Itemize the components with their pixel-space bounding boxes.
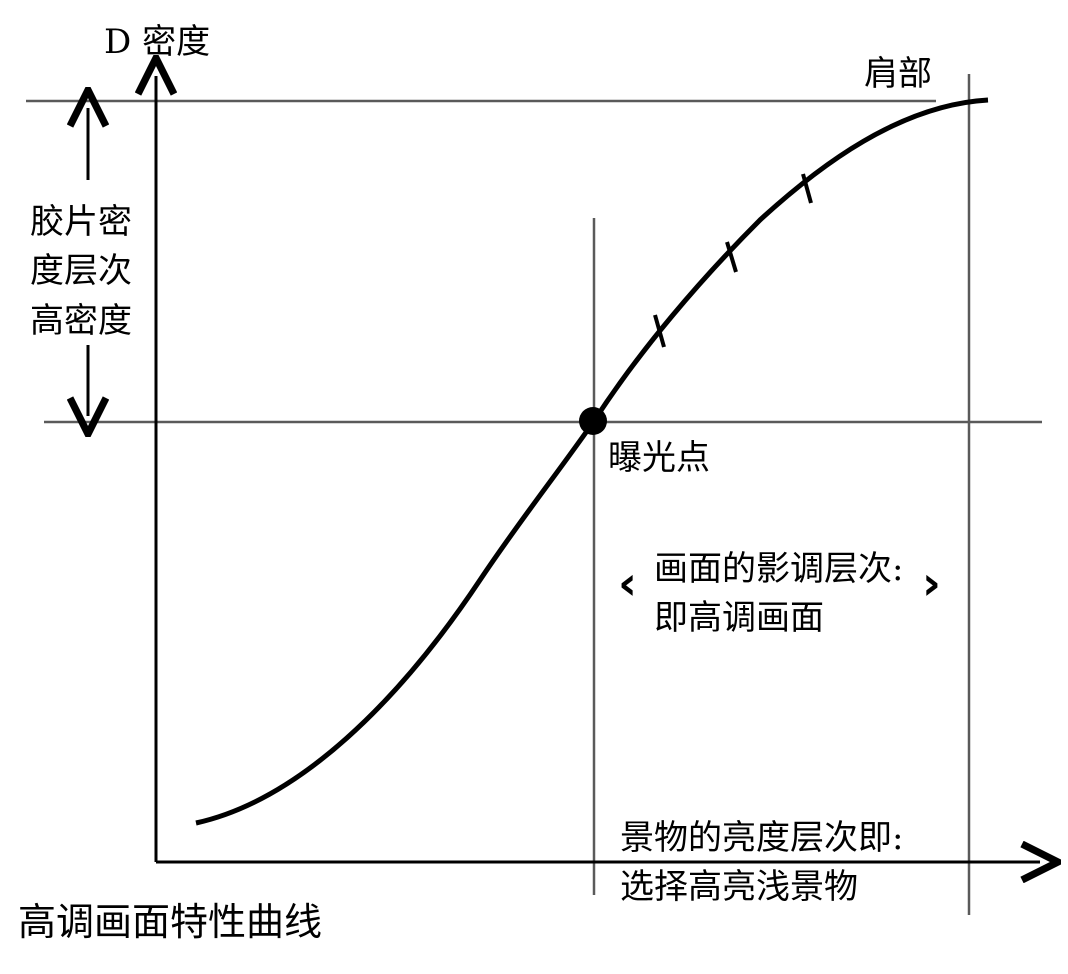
figure-caption: 高调画面特性曲线 [18, 900, 323, 944]
film-density-label: 胶片密 度层次 高密度 [30, 198, 132, 346]
tone-range-label: 画面的影调层次: 即高调画面 [654, 545, 903, 644]
scene-brightness-label: 景物的亮度层次即: 选择高亮浅景物 [620, 814, 903, 913]
tone-bracket-left: ‹ [618, 556, 637, 610]
brightness-line-2: 选择高亮浅景物 [620, 867, 858, 908]
exposure-point-marker [579, 407, 607, 435]
curve-tick-2 [725, 241, 738, 273]
curve-tick-1 [653, 314, 666, 348]
shoulder-label: 肩部 [864, 54, 932, 94]
film-density-line-2: 度层次 [30, 251, 132, 292]
y-axis-label: D 密度 [104, 22, 211, 62]
curve-tick-3 [801, 173, 813, 204]
film-density-line-3: 高密度 [30, 300, 132, 341]
tone-bracket-right: › [922, 556, 941, 610]
tone-line-2: 即高调画面 [654, 598, 824, 639]
brightness-line-1: 景物的亮度层次即: [620, 818, 904, 858]
exposure-point-label: 曝光点 [608, 438, 710, 478]
tone-line-1: 画面的影调层次: [654, 549, 904, 589]
film-density-line-1: 胶片密 [30, 202, 132, 242]
characteristic-curve [195, 97, 989, 826]
